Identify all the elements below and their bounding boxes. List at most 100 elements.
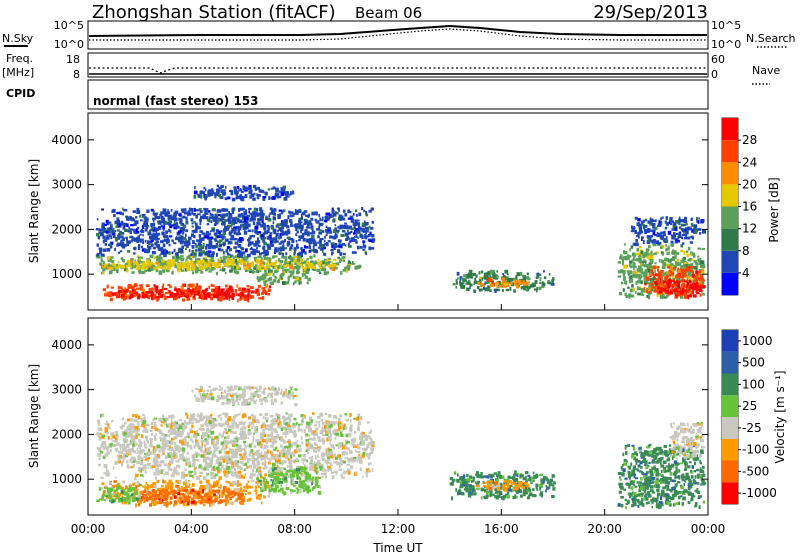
- power-cell: [241, 196, 244, 199]
- power-cell: [247, 238, 251, 242]
- power-cell: [324, 243, 327, 246]
- power-cell: [174, 221, 176, 224]
- power-cell: [248, 290, 251, 295]
- power-cell: [665, 295, 669, 298]
- power-cell: [243, 186, 248, 191]
- power-cell: [270, 244, 275, 247]
- power-cell: [205, 293, 208, 297]
- power-cell: [218, 243, 223, 246]
- velocity-cell: [231, 418, 236, 423]
- velocity-cell: [183, 436, 187, 439]
- power-cell: [200, 246, 205, 250]
- velocity-cell: [312, 450, 317, 453]
- power-cell: [479, 288, 483, 292]
- power-cell: [619, 269, 622, 273]
- velocity-cell: [325, 452, 327, 456]
- power-cell: [104, 266, 109, 270]
- velocity-cell: [216, 437, 220, 442]
- power-cell: [120, 232, 125, 235]
- power-cell: [350, 220, 354, 223]
- power-cell: [158, 291, 162, 295]
- power-cell: [114, 247, 116, 252]
- power-cell: [659, 275, 663, 279]
- velocity-cell: [266, 424, 271, 428]
- velocity-cell: [231, 466, 234, 470]
- power-cell: [235, 255, 239, 259]
- power-cell: [644, 269, 648, 273]
- power-cell: [153, 294, 156, 297]
- power-cell: [251, 234, 255, 238]
- power-cell: [272, 262, 277, 266]
- velocity-cell: [315, 427, 319, 431]
- power-cell: [198, 285, 202, 290]
- velocity-cell: [371, 449, 374, 453]
- power-cell: [340, 233, 344, 237]
- power-cell: [645, 249, 649, 253]
- power-cell: [253, 207, 257, 211]
- power-cell: [138, 239, 142, 242]
- power-cell: [155, 296, 160, 299]
- power-cell: [296, 209, 299, 214]
- velocity-cell: [323, 424, 327, 429]
- power-cell: [640, 250, 644, 254]
- power-cell: [189, 283, 193, 288]
- power-cell: [162, 283, 165, 287]
- power-cell: [639, 292, 643, 296]
- power-cell: [642, 253, 647, 257]
- power-cell: [98, 247, 103, 250]
- velocity-cell: [260, 475, 263, 479]
- power-cell: [178, 293, 183, 296]
- velocity-cell: [317, 421, 321, 424]
- velocity-cell: [269, 458, 272, 462]
- velocity-cell: [362, 475, 364, 479]
- velocity-cell: [264, 460, 267, 464]
- velocity-cell: [210, 430, 215, 435]
- power-cell: [335, 211, 339, 215]
- power-cell: [690, 222, 694, 227]
- power-cell: [308, 242, 311, 247]
- power-cell: [147, 245, 152, 250]
- power-colorbar-tick-label: 4: [742, 266, 750, 280]
- power-cell: [511, 277, 516, 281]
- power-cell: [220, 295, 224, 298]
- power-cell: [239, 240, 243, 243]
- power-cell: [670, 263, 674, 267]
- power-cell: [136, 255, 140, 259]
- velocity-cell: [228, 447, 231, 451]
- power-cell: [109, 221, 112, 224]
- power-cell: [109, 244, 113, 249]
- power-cell: [117, 290, 120, 294]
- velocity-cell: [273, 422, 277, 425]
- power-cell: [678, 216, 681, 221]
- velocity-cell: [203, 450, 207, 453]
- power-cell: [320, 219, 324, 222]
- velocity-cell: [122, 453, 127, 457]
- power-cell: [316, 228, 320, 231]
- velocity-cell: [205, 462, 210, 465]
- power-cell: [300, 253, 303, 257]
- power-cell: [664, 226, 668, 230]
- velocity-cell: [105, 467, 108, 471]
- power-cell: [224, 294, 226, 298]
- velocity-cell: [105, 444, 107, 448]
- velocity-cell: [218, 476, 222, 481]
- power-cell: [644, 279, 649, 283]
- power-cell: [227, 287, 232, 291]
- velocity-cell: [366, 421, 370, 424]
- power-cell: [174, 286, 177, 289]
- power-cell: [308, 264, 312, 269]
- power-cell: [249, 217, 252, 222]
- power-cell: [695, 291, 698, 294]
- power-cell: [104, 239, 108, 243]
- power-cell: [261, 219, 264, 224]
- power-cell: [269, 242, 273, 245]
- power-cell: [649, 217, 652, 220]
- velocity-cell: [175, 452, 178, 455]
- power-cell: [236, 265, 240, 270]
- velocity-cell: [311, 432, 314, 435]
- power-cell: [323, 219, 328, 223]
- velocity-cell: [247, 457, 251, 462]
- velocity-cell: [356, 444, 359, 448]
- velocity-cell: [177, 424, 182, 427]
- power-cell: [219, 248, 223, 252]
